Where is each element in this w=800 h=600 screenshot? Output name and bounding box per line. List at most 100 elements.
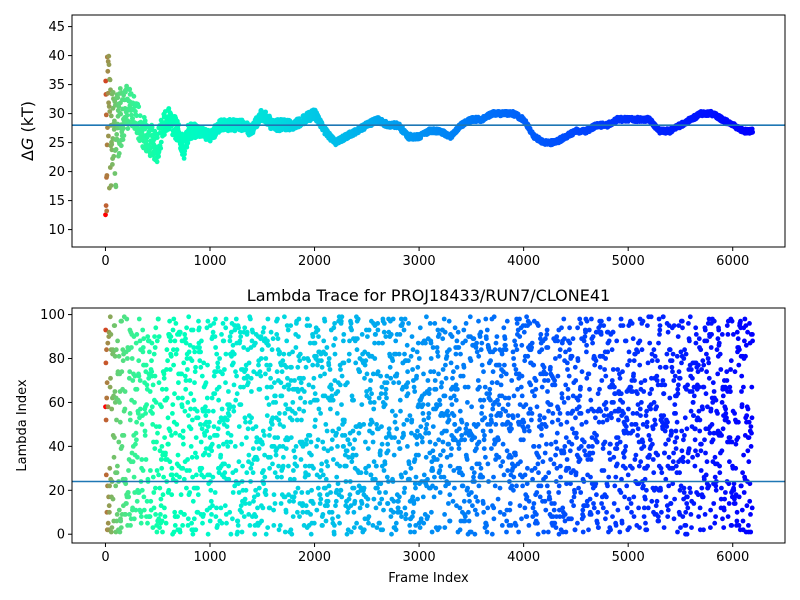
lambda-point — [265, 316, 271, 322]
lambda-point — [437, 402, 443, 407]
delta-g-point — [137, 113, 143, 119]
lambda-point — [112, 389, 118, 394]
lambda-point — [246, 360, 252, 366]
lambda-point — [354, 520, 359, 526]
lambda-point — [126, 468, 131, 473]
lambda-point — [433, 485, 439, 491]
lambda-point — [381, 507, 386, 513]
lambda-point — [362, 375, 367, 381]
lambda-point — [264, 395, 270, 401]
x-tick-label: 6000 — [716, 254, 749, 269]
lambda-point — [337, 382, 343, 388]
lambda-point — [119, 318, 124, 324]
lambda-point — [482, 415, 488, 421]
lambda-point — [331, 457, 336, 462]
lambda-point — [407, 523, 413, 528]
lambda-point — [456, 441, 461, 447]
lambda-point — [301, 375, 306, 381]
lambda-point — [162, 435, 168, 440]
lambda-point — [440, 448, 446, 454]
delta-g-point — [118, 111, 124, 117]
lambda-point — [415, 428, 420, 434]
lambda-point — [185, 367, 190, 372]
lambda-point — [187, 468, 192, 473]
lambda-point — [274, 369, 280, 375]
lambda-point — [155, 430, 160, 436]
lambda-point — [214, 433, 220, 438]
lambda-point — [159, 444, 165, 449]
lambda-point — [169, 492, 175, 498]
lambda-point — [288, 527, 294, 533]
lambda-point — [485, 505, 491, 511]
lambda-point — [319, 461, 325, 467]
lambda-point — [335, 444, 340, 449]
lambda-point — [434, 345, 440, 350]
lambda-point — [423, 454, 429, 460]
lambda-point — [231, 351, 237, 357]
lambda-point — [362, 362, 368, 368]
delta-g-y-axis-label: ΔG (kT) — [18, 101, 37, 161]
lambda-point — [103, 360, 109, 366]
lambda-point — [121, 433, 127, 438]
delta-g-point — [136, 104, 142, 110]
lambda-point — [201, 512, 206, 517]
lambda-point — [471, 470, 477, 476]
lambda-point — [163, 520, 169, 526]
lambda-point — [339, 373, 345, 379]
lambda-point — [346, 351, 352, 357]
lambda-point — [329, 509, 335, 515]
lambda-point — [280, 358, 286, 364]
lambda-point — [170, 402, 176, 407]
lambda-point — [410, 494, 416, 500]
lambda-point — [318, 496, 324, 502]
lambda-point — [129, 345, 134, 350]
lambda-point — [382, 402, 388, 407]
lambda-point — [267, 426, 273, 432]
lambda-point — [405, 444, 410, 449]
lambda-point — [125, 356, 130, 361]
lambda-point — [427, 386, 432, 392]
lambda-point — [451, 369, 456, 375]
lambda-point — [359, 332, 365, 337]
lambda-point — [491, 516, 497, 522]
lambda-point — [330, 397, 336, 403]
lambda-point — [431, 494, 437, 500]
lambda-point — [174, 347, 180, 353]
delta-g-point — [116, 104, 122, 109]
lambda-point — [378, 391, 384, 397]
lambda-point — [267, 362, 273, 368]
lambda-point — [370, 439, 376, 445]
lambda-point — [349, 393, 355, 399]
lambda-point — [427, 439, 433, 445]
lambda-point — [192, 369, 198, 375]
lambda-point — [323, 351, 328, 357]
lambda-point — [379, 384, 385, 390]
lambda-point — [176, 380, 181, 386]
lambda-point — [375, 327, 381, 333]
lambda-point — [472, 531, 478, 537]
lambda-point — [210, 329, 216, 335]
lambda-point — [371, 459, 377, 465]
lambda-point — [396, 380, 402, 386]
lambda-point — [278, 501, 284, 506]
delta-g-point — [124, 83, 129, 89]
lambda-point — [175, 395, 181, 401]
lambda-point — [424, 422, 430, 427]
lambda-point — [318, 468, 324, 473]
lambda-point — [193, 435, 199, 440]
lambda-point — [147, 349, 152, 355]
lambda-point — [238, 402, 244, 407]
lambda-point — [452, 422, 458, 427]
lambda-point — [236, 424, 242, 429]
lambda-point — [200, 520, 205, 526]
lambda-point — [145, 334, 151, 339]
lambda-point — [199, 373, 205, 379]
lambda-point — [305, 316, 310, 322]
lambda-point — [164, 347, 170, 353]
lambda-point — [198, 439, 204, 445]
lambda-point — [147, 389, 153, 394]
lambda-point — [180, 428, 186, 434]
lambda-point — [149, 340, 155, 346]
lambda-point — [446, 417, 452, 423]
